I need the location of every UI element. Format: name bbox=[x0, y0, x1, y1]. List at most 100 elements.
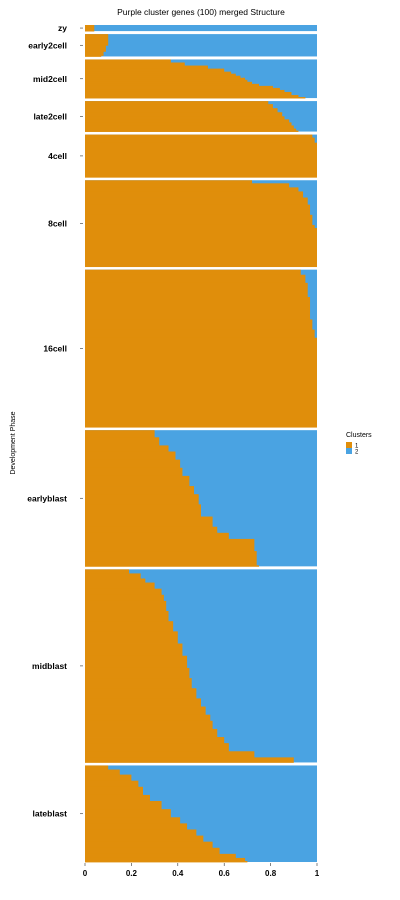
legend-label-1: 1 bbox=[355, 444, 359, 450]
cluster-1-bar bbox=[85, 459, 181, 469]
cluster-1-bar bbox=[85, 631, 178, 644]
cluster-1-bar bbox=[85, 75, 241, 79]
cluster-1-bar bbox=[85, 847, 220, 855]
cluster-1-bar bbox=[85, 73, 236, 77]
legend-item-2: 2 bbox=[346, 448, 359, 456]
cluster-1-bar bbox=[85, 829, 197, 836]
cluster-1-bar bbox=[85, 714, 211, 722]
phase-panel-mid2cell bbox=[85, 59, 317, 99]
phase-panel-16cell bbox=[85, 269, 317, 428]
cluster-1-bar bbox=[85, 526, 218, 534]
x-axis: 0 0.2 0.4 0.6 0.8 1 bbox=[83, 863, 320, 878]
cluster-1-bar bbox=[85, 678, 192, 689]
cluster-1-bar bbox=[85, 835, 204, 843]
cluster-1-bar bbox=[85, 475, 190, 487]
cluster-1-bar bbox=[85, 737, 225, 744]
y-tick-label: zy bbox=[58, 23, 67, 33]
cluster-1-bar bbox=[85, 600, 167, 612]
cluster-1-bar bbox=[85, 59, 171, 63]
y-tick-label: earlyblast bbox=[27, 493, 67, 503]
cluster-1-bar bbox=[85, 743, 229, 752]
plot-panel bbox=[85, 25, 317, 863]
cluster-1-bar bbox=[85, 841, 213, 849]
cluster-1-bar bbox=[85, 187, 299, 192]
cluster-1-bar bbox=[85, 565, 259, 567]
cluster-1-bar bbox=[85, 706, 206, 716]
cluster-1-bar bbox=[85, 337, 317, 428]
cluster-1-bar bbox=[85, 430, 155, 438]
y-axis: zy early2cell mid2cell late2cell 4cell 8cell 1… bbox=[27, 23, 83, 819]
cluster-1-bar bbox=[85, 578, 146, 583]
cluster-1-bar bbox=[85, 79, 248, 83]
cluster-1-bar bbox=[85, 688, 197, 699]
cluster-1-bar bbox=[85, 720, 213, 730]
cluster-1-bar bbox=[85, 274, 306, 284]
cluster-1-bar bbox=[85, 569, 130, 574]
phase-panel-zy bbox=[85, 25, 317, 32]
cluster-1-bar bbox=[85, 698, 201, 707]
cluster-1-bar bbox=[85, 87, 280, 91]
cluster-1-bar bbox=[85, 621, 174, 632]
cluster-1-bar bbox=[85, 297, 311, 320]
cluster-1-bar bbox=[85, 34, 109, 46]
cluster-1-bar bbox=[85, 62, 185, 66]
phase-panel-late2cell bbox=[85, 101, 317, 132]
cluster-1-bar bbox=[85, 180, 253, 184]
cluster-1-bar bbox=[85, 801, 162, 810]
y-tick-label: late2cell bbox=[33, 111, 67, 121]
cluster-1-bar bbox=[85, 85, 273, 89]
x-tick-label: 0 bbox=[83, 869, 88, 878]
cluster-1-bar bbox=[85, 65, 208, 69]
cluster-1-bar bbox=[85, 594, 164, 602]
cluster-1-bar bbox=[85, 116, 285, 120]
cluster-1-bar bbox=[85, 573, 141, 579]
cluster-1-bar bbox=[85, 204, 311, 216]
cluster-1-bar bbox=[85, 130, 299, 132]
cluster-1-bar bbox=[85, 786, 143, 796]
cluster-1-bar bbox=[85, 68, 225, 73]
cluster-1-bar bbox=[85, 134, 313, 139]
cluster-1-bar bbox=[85, 655, 188, 669]
y-axis-label: Development Phase bbox=[10, 411, 17, 474]
cluster-1-bar bbox=[85, 128, 297, 131]
cluster-1-bar bbox=[85, 197, 308, 206]
y-tick-label: mid2cell bbox=[33, 74, 67, 84]
cluster-1-bar bbox=[85, 51, 104, 56]
cluster-1-bar bbox=[85, 486, 195, 495]
cluster-1-bar bbox=[85, 582, 155, 590]
cluster-1-bar bbox=[85, 122, 292, 126]
cluster-1-bar bbox=[85, 467, 183, 477]
cluster-1-bar bbox=[85, 104, 273, 109]
cluster-1-bar bbox=[85, 780, 139, 788]
y-tick-label: 4cell bbox=[48, 151, 67, 161]
legend-swatch-2 bbox=[346, 448, 352, 454]
phase-panel-earlyblast bbox=[85, 430, 317, 567]
x-tick-label: 0.6 bbox=[219, 869, 231, 878]
cluster-1-bar bbox=[85, 319, 313, 330]
phase-panel-lateblast bbox=[85, 765, 317, 863]
phase-panel-4cell bbox=[85, 134, 317, 178]
cluster-1-bar bbox=[85, 108, 278, 113]
cluster-1-bar bbox=[85, 112, 283, 117]
cluster-1-bar bbox=[85, 516, 213, 528]
y-tick-label: 16cell bbox=[43, 343, 67, 353]
cluster-1-bar bbox=[85, 757, 294, 763]
legend-swatch-1 bbox=[346, 442, 352, 448]
cluster-1-bar bbox=[85, 437, 160, 446]
phase-panel-8cell bbox=[85, 180, 317, 268]
cluster-1-bar bbox=[85, 809, 171, 818]
cluster-1-bar bbox=[85, 823, 188, 830]
cluster-1-bar bbox=[85, 282, 308, 298]
cluster-1-bar bbox=[85, 137, 315, 144]
cluster-1-bar bbox=[85, 451, 176, 461]
y-tick-label: 8cell bbox=[48, 218, 67, 228]
cluster-1-bar bbox=[85, 119, 290, 123]
cluster-1-bar bbox=[85, 83, 259, 87]
y-tick-label: lateblast bbox=[33, 809, 68, 819]
legend: Clusters 1 2 bbox=[346, 432, 372, 456]
legend-label-2: 2 bbox=[355, 450, 359, 456]
cluster-1-bar bbox=[85, 588, 162, 596]
cluster-1-bar bbox=[85, 765, 109, 770]
cluster-1-bar bbox=[85, 667, 190, 679]
